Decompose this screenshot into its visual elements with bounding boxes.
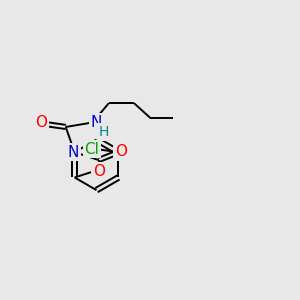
Text: H: H (99, 125, 109, 139)
Text: O: O (35, 115, 47, 130)
Text: O: O (115, 144, 127, 159)
Text: N: N (68, 145, 79, 160)
Text: O: O (93, 164, 105, 179)
Text: Cl: Cl (84, 142, 99, 157)
Text: N: N (90, 115, 102, 130)
